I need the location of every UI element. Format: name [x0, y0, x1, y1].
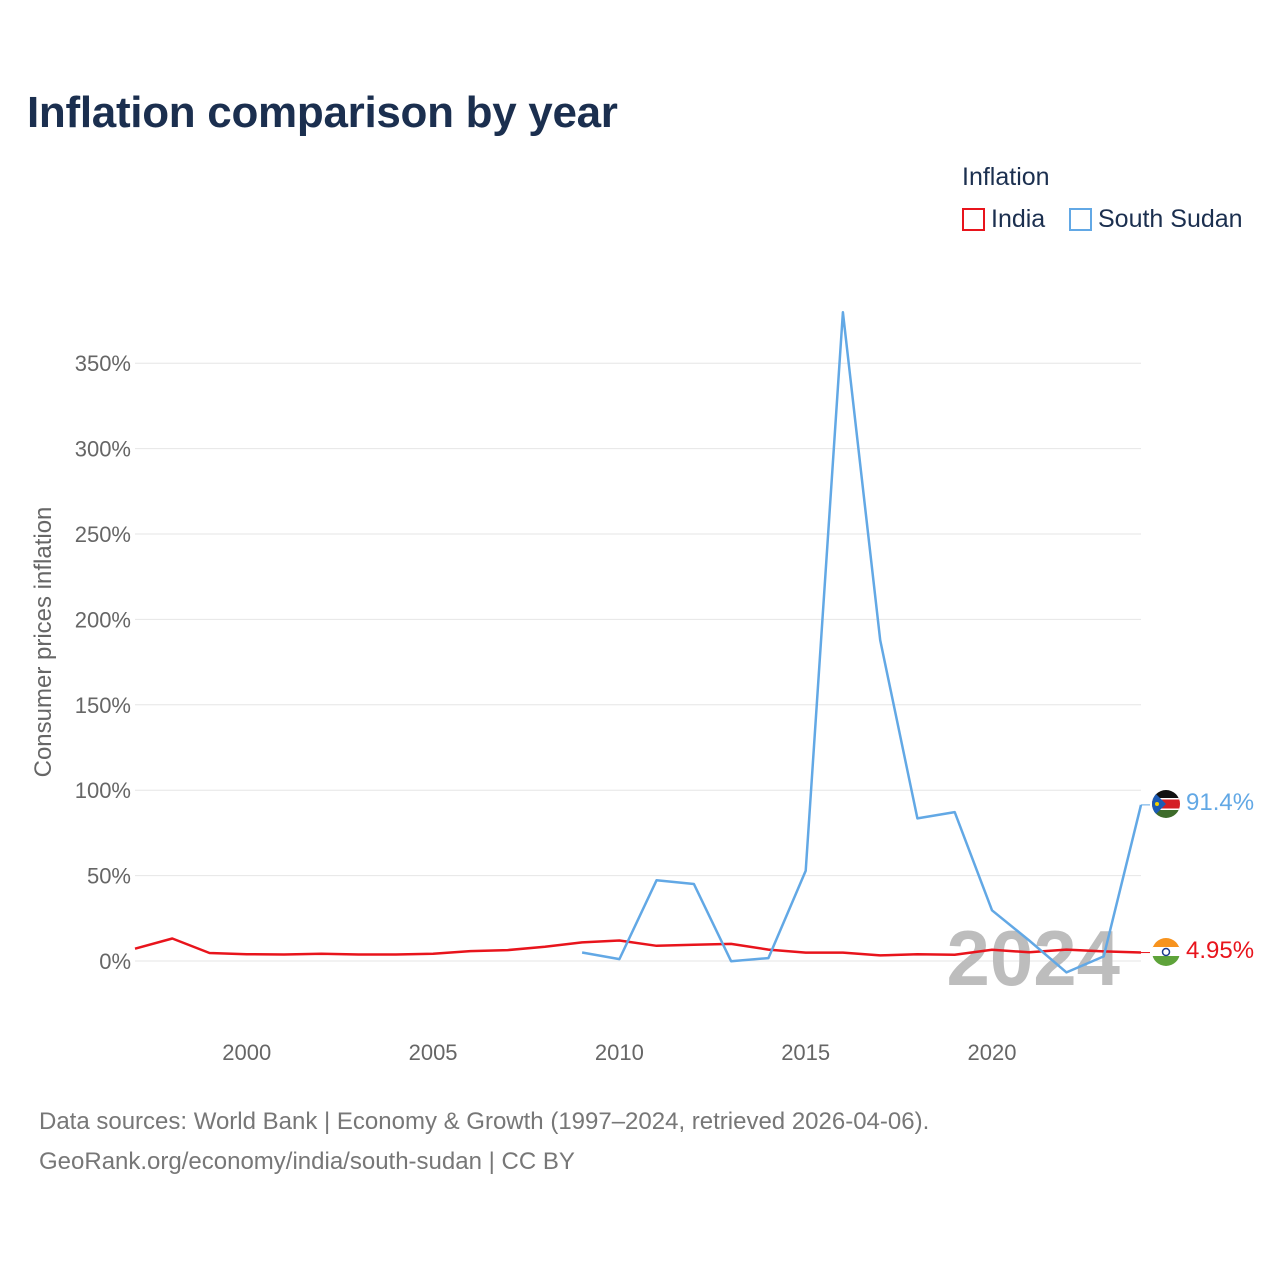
y-tick-label: 350%	[75, 351, 131, 376]
year-watermark: 2024	[946, 914, 1120, 1002]
india-flag-icon	[1152, 938, 1180, 966]
y-axis-ticks: 0% 50% 100% 150% 200% 250% 300% 350%	[75, 351, 131, 974]
x-tick-label: 2015	[781, 1040, 830, 1065]
legend-item-south-sudan[interactable]: South Sudan	[1069, 205, 1243, 234]
legend-swatch-india	[962, 208, 985, 231]
legend-swatch-south-sudan	[1069, 208, 1092, 231]
x-tick-label: 2010	[595, 1040, 644, 1065]
y-tick-label: 200%	[75, 607, 131, 632]
y-tick-label: 300%	[75, 437, 131, 462]
south-sudan-flag-icon	[1152, 790, 1180, 818]
legend-item-india[interactable]: India	[962, 205, 1045, 234]
x-tick-label: 2020	[967, 1040, 1016, 1065]
south-sudan-end-label: 91.4%	[1186, 789, 1254, 816]
y-tick-label: 150%	[75, 693, 131, 718]
legend-title: Inflation	[962, 163, 1050, 191]
y-tick-label: 100%	[75, 778, 131, 803]
gridlines	[135, 362, 1141, 962]
y-axis-label: Consumer prices inflation	[30, 507, 57, 778]
x-axis-ticks: 2000 2005 2010 2015 2020	[222, 1040, 1016, 1065]
y-tick-label: 0%	[99, 949, 131, 974]
source-line-2: GeoRank.org/economy/india/south-sudan | …	[39, 1148, 575, 1175]
legend-label-south-sudan: South Sudan	[1098, 205, 1243, 233]
source-line-1: Data sources: World Bank | Economy & Gro…	[39, 1108, 930, 1135]
india-end-label: 4.95%	[1186, 937, 1254, 964]
x-tick-label: 2005	[409, 1040, 458, 1065]
series-line-india[interactable]	[134, 937, 1142, 957]
series-lines	[134, 311, 1150, 974]
x-tick-label: 2000	[222, 1040, 271, 1065]
chart-title: Inflation comparison by year	[27, 88, 618, 137]
y-tick-label: 250%	[75, 522, 131, 547]
y-tick-label: 50%	[87, 864, 131, 889]
series-line-south-sudan[interactable]	[581, 311, 1143, 974]
legend-label-india: India	[991, 205, 1046, 233]
